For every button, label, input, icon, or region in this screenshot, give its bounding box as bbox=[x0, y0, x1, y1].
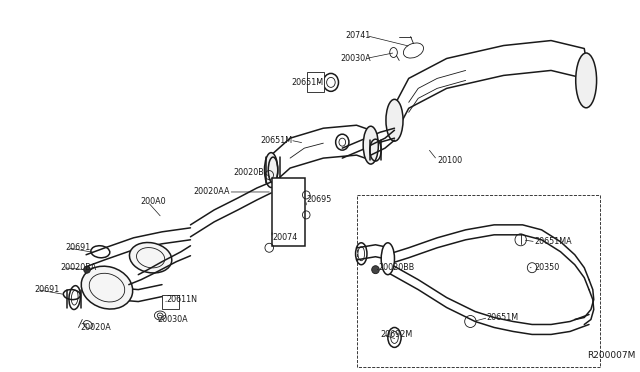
Text: 20692M: 20692M bbox=[380, 330, 413, 339]
Bar bbox=[272, 178, 305, 246]
Text: 20691: 20691 bbox=[65, 243, 90, 252]
Ellipse shape bbox=[154, 311, 166, 320]
Text: 20030A: 20030A bbox=[157, 315, 188, 324]
Text: 20651M: 20651M bbox=[291, 78, 323, 87]
Text: 20020B: 20020B bbox=[234, 167, 264, 177]
Text: 20020A: 20020A bbox=[81, 323, 111, 332]
Bar bbox=[162, 295, 179, 308]
Text: 20651M: 20651M bbox=[486, 313, 518, 322]
Text: 20741: 20741 bbox=[346, 31, 371, 40]
Ellipse shape bbox=[363, 126, 378, 164]
Text: 20100: 20100 bbox=[437, 155, 462, 164]
Text: 20020BB: 20020BB bbox=[378, 263, 415, 272]
Text: R200007M: R200007M bbox=[587, 351, 636, 360]
Text: 20695: 20695 bbox=[306, 195, 332, 205]
Ellipse shape bbox=[381, 243, 394, 275]
Ellipse shape bbox=[403, 43, 424, 58]
Text: 20020BA: 20020BA bbox=[60, 263, 97, 272]
Bar bbox=[307, 73, 324, 92]
Ellipse shape bbox=[372, 266, 380, 274]
Ellipse shape bbox=[81, 266, 132, 309]
Ellipse shape bbox=[129, 243, 172, 273]
Text: 20651MA: 20651MA bbox=[534, 237, 572, 246]
Text: 200A0: 200A0 bbox=[140, 198, 166, 206]
Ellipse shape bbox=[84, 266, 90, 273]
Text: 20030A: 20030A bbox=[340, 54, 371, 63]
Ellipse shape bbox=[386, 99, 403, 141]
Text: 20691: 20691 bbox=[35, 285, 60, 294]
Text: 20651M: 20651M bbox=[260, 136, 292, 145]
Ellipse shape bbox=[264, 153, 278, 187]
Text: 20074: 20074 bbox=[272, 233, 298, 242]
Text: 20611N: 20611N bbox=[167, 295, 198, 304]
Text: 20020AA: 20020AA bbox=[194, 187, 230, 196]
Text: 20350: 20350 bbox=[534, 263, 559, 272]
Ellipse shape bbox=[576, 53, 596, 108]
